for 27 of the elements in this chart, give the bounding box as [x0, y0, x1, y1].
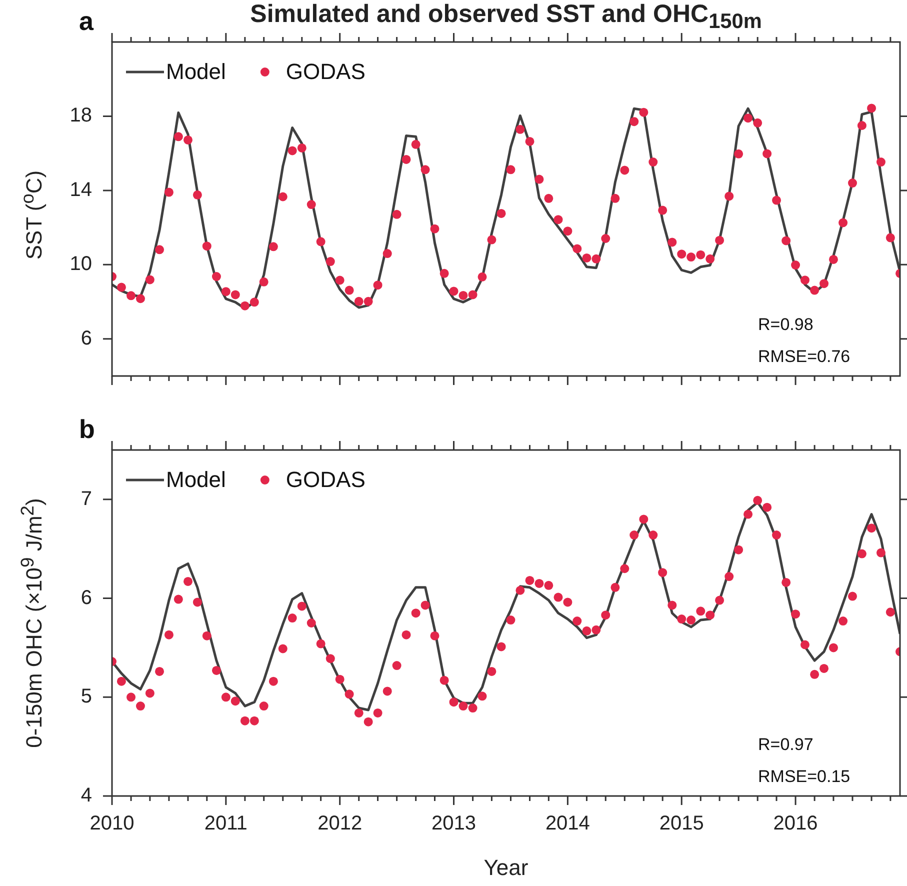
- legend-label: Model: [166, 59, 226, 84]
- annotation: R=0.97: [758, 735, 814, 754]
- text: b: [79, 414, 95, 444]
- y-tick-label: 7: [80, 488, 92, 510]
- annotation: RMSE=0.15: [758, 767, 850, 786]
- y-tick-label: 18: [70, 104, 92, 127]
- y-tick-label: 14: [70, 178, 92, 201]
- x-tick-label: 2013: [432, 812, 476, 835]
- annotation: RMSE=0.76: [758, 347, 850, 366]
- legend-label: Model: [166, 467, 226, 492]
- x-tick-label: 2015: [659, 812, 704, 835]
- legend-label: GODAS: [286, 467, 366, 492]
- text: a: [79, 6, 94, 36]
- y-tick-label: 6: [80, 327, 92, 350]
- y-tick-label: 10: [70, 253, 92, 276]
- legend-label: GODAS: [286, 59, 366, 84]
- x-tick-label: 2014: [545, 812, 590, 835]
- x-axis-title: Year: [484, 854, 528, 880]
- chart-title: Simulated and observed SST and OHC$_{150m}$: [249, 0, 763, 34]
- x-tick-label: 2012: [318, 812, 362, 835]
- y-tick-label: 5: [80, 686, 92, 708]
- x-tick-label: 2016: [773, 812, 818, 835]
- x-tick-label: 2011: [204, 812, 248, 835]
- x-tick-label: 2010: [90, 812, 134, 835]
- y-tick-label: 6: [80, 586, 92, 609]
- y-tick-label: 4: [80, 784, 92, 807]
- annotation: R=0.98: [758, 315, 814, 334]
